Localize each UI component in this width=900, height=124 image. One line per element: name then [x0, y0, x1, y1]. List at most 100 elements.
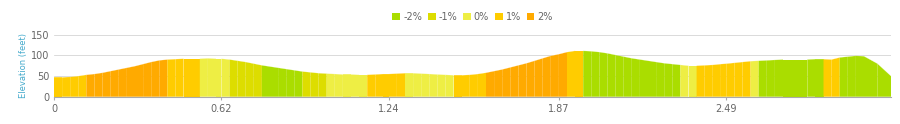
- Polygon shape: [351, 74, 359, 97]
- Polygon shape: [143, 62, 151, 97]
- Polygon shape: [526, 61, 535, 97]
- Polygon shape: [759, 60, 767, 97]
- Polygon shape: [807, 59, 815, 97]
- Polygon shape: [413, 73, 421, 97]
- Polygon shape: [405, 73, 413, 97]
- Polygon shape: [494, 69, 502, 97]
- Polygon shape: [824, 59, 832, 97]
- Polygon shape: [111, 69, 119, 97]
- Polygon shape: [262, 65, 270, 97]
- Polygon shape: [462, 75, 470, 97]
- Polygon shape: [54, 77, 62, 97]
- Polygon shape: [575, 51, 583, 97]
- Polygon shape: [656, 62, 664, 97]
- Polygon shape: [343, 74, 351, 97]
- Polygon shape: [502, 67, 510, 97]
- Y-axis label: Elevation (feet): Elevation (feet): [19, 33, 28, 98]
- Polygon shape: [135, 64, 143, 97]
- Polygon shape: [848, 56, 856, 97]
- Polygon shape: [270, 67, 278, 97]
- Polygon shape: [238, 61, 246, 97]
- Polygon shape: [832, 57, 840, 97]
- Polygon shape: [397, 73, 405, 97]
- Polygon shape: [751, 61, 759, 97]
- Polygon shape: [86, 74, 94, 97]
- Polygon shape: [697, 65, 705, 97]
- Polygon shape: [567, 51, 575, 97]
- Polygon shape: [783, 60, 791, 97]
- Polygon shape: [518, 63, 526, 97]
- Polygon shape: [713, 64, 721, 97]
- Polygon shape: [278, 68, 286, 97]
- Polygon shape: [591, 51, 599, 97]
- Polygon shape: [775, 60, 783, 97]
- Polygon shape: [246, 62, 254, 97]
- Polygon shape: [559, 52, 567, 97]
- Polygon shape: [672, 64, 680, 97]
- Polygon shape: [335, 74, 343, 97]
- Polygon shape: [70, 76, 78, 97]
- Polygon shape: [78, 75, 86, 97]
- Polygon shape: [446, 75, 454, 97]
- Legend: -2%, -1%, 0%, 1%, 2%: -2%, -1%, 0%, 1%, 2%: [392, 12, 553, 22]
- Polygon shape: [640, 60, 648, 97]
- Polygon shape: [62, 77, 70, 97]
- Polygon shape: [216, 59, 221, 97]
- Polygon shape: [94, 73, 103, 97]
- Polygon shape: [437, 74, 446, 97]
- Polygon shape: [616, 55, 624, 97]
- Polygon shape: [840, 57, 848, 97]
- Polygon shape: [632, 58, 640, 97]
- Polygon shape: [705, 65, 713, 97]
- Polygon shape: [815, 59, 824, 97]
- Polygon shape: [478, 73, 486, 97]
- Polygon shape: [742, 61, 751, 97]
- Polygon shape: [383, 74, 389, 97]
- Polygon shape: [294, 70, 302, 97]
- Polygon shape: [192, 59, 200, 97]
- Polygon shape: [221, 59, 230, 97]
- Polygon shape: [767, 60, 775, 97]
- Polygon shape: [721, 64, 726, 97]
- Polygon shape: [208, 58, 216, 97]
- Polygon shape: [127, 66, 135, 97]
- Polygon shape: [119, 68, 127, 97]
- Polygon shape: [176, 59, 184, 97]
- Polygon shape: [327, 74, 335, 97]
- Polygon shape: [510, 65, 518, 97]
- Polygon shape: [286, 69, 294, 97]
- Polygon shape: [878, 64, 891, 97]
- Polygon shape: [688, 66, 697, 97]
- Polygon shape: [200, 58, 208, 97]
- Polygon shape: [543, 56, 551, 97]
- Polygon shape: [375, 74, 383, 97]
- Polygon shape: [680, 65, 688, 97]
- Polygon shape: [429, 74, 437, 97]
- Polygon shape: [184, 59, 192, 97]
- Polygon shape: [310, 72, 319, 97]
- Polygon shape: [159, 60, 167, 97]
- Polygon shape: [664, 63, 672, 97]
- Polygon shape: [389, 74, 397, 97]
- Polygon shape: [648, 61, 656, 97]
- Polygon shape: [230, 60, 238, 97]
- Polygon shape: [151, 60, 159, 97]
- Polygon shape: [454, 75, 462, 97]
- Polygon shape: [864, 56, 878, 97]
- Polygon shape: [254, 64, 262, 97]
- Polygon shape: [486, 71, 494, 97]
- Polygon shape: [726, 63, 734, 97]
- Polygon shape: [791, 60, 799, 97]
- Polygon shape: [608, 53, 616, 97]
- Polygon shape: [734, 62, 742, 97]
- Polygon shape: [319, 73, 327, 97]
- Polygon shape: [599, 52, 608, 97]
- Polygon shape: [367, 74, 375, 97]
- Polygon shape: [470, 74, 478, 97]
- Polygon shape: [551, 54, 559, 97]
- Polygon shape: [856, 56, 864, 97]
- Polygon shape: [624, 57, 632, 97]
- Polygon shape: [535, 58, 543, 97]
- Polygon shape: [167, 59, 176, 97]
- Polygon shape: [302, 72, 310, 97]
